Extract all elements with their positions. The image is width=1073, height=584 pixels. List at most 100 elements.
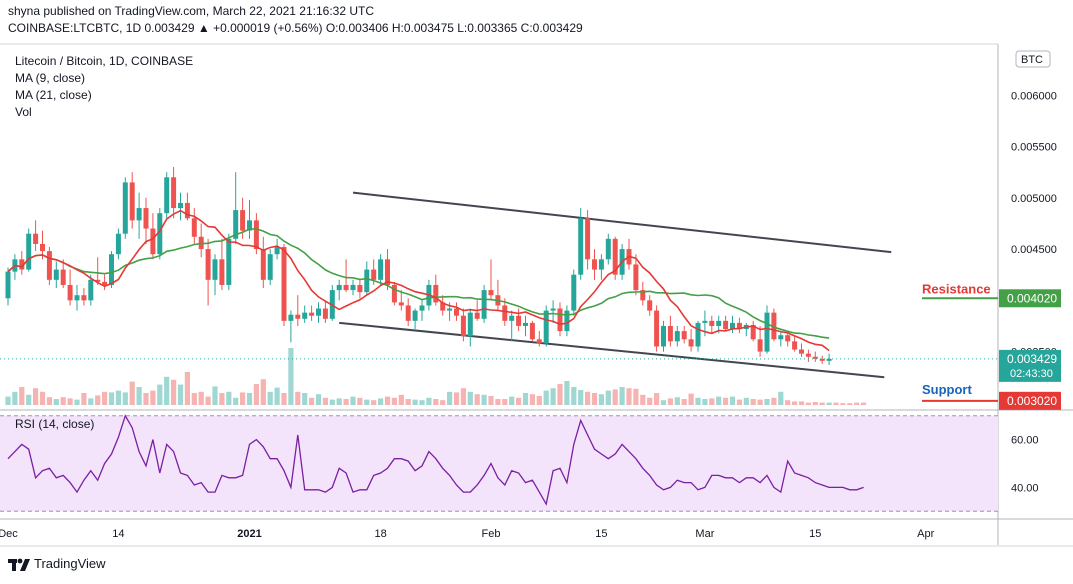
volume-bar [419, 400, 425, 405]
candle-body [412, 310, 418, 321]
current-price-label: 0.003429 [1007, 352, 1057, 366]
volume-bar [674, 397, 680, 405]
volume-bar [274, 387, 280, 405]
candle-body [122, 182, 128, 234]
candle-body [136, 208, 142, 221]
publisher-line: shyna published on TradingView.com, Marc… [8, 4, 374, 18]
candle-body [523, 322, 528, 326]
volume-bar [695, 397, 701, 405]
candle-body [46, 251, 52, 280]
candle-body [302, 312, 308, 319]
volume-bar [143, 393, 149, 405]
rsi-band [0, 415, 998, 512]
ma9-legend: MA (9, close) [15, 71, 86, 85]
volume-bar [95, 395, 101, 405]
volume-bar [205, 396, 211, 405]
candle-body [357, 284, 363, 293]
candle-body [5, 271, 11, 299]
candle-body [364, 269, 370, 293]
volume-bar [688, 393, 694, 405]
candle-body [667, 325, 673, 342]
candle-body [143, 208, 149, 229]
volume-bar [571, 387, 577, 405]
volume-bar [33, 388, 39, 405]
symbol-legend: Litecoin / Bitcoin, 1D, COINBASE [15, 54, 194, 68]
volume-bar [177, 384, 184, 405]
candle-body [26, 233, 32, 270]
candle-body [115, 233, 121, 255]
volume-bar [543, 390, 549, 405]
volume-bar [74, 399, 80, 405]
volume-bar [343, 399, 349, 405]
volume-bar [771, 397, 777, 405]
support-label: Support [922, 382, 972, 397]
candle-body [792, 341, 798, 350]
volume-bar [129, 381, 135, 405]
volume-bar [612, 389, 618, 405]
volume-bar [315, 394, 322, 405]
candle-body [281, 247, 287, 321]
candle-body [771, 312, 777, 340]
volume-bar [819, 402, 825, 405]
candle-body [109, 254, 114, 285]
candle-body [309, 312, 315, 316]
candle-body [267, 254, 273, 280]
volume-bar [171, 379, 177, 405]
volume-bar [184, 372, 190, 405]
tradingview-logo[interactable]: TradingView [8, 556, 106, 571]
price-axis-label: 0.005500 [1011, 142, 1057, 154]
candle-body [564, 310, 570, 332]
candle-body [253, 220, 259, 250]
volume-bar [736, 399, 742, 405]
volume-bar [460, 388, 466, 405]
volume-bar [564, 381, 570, 405]
volume-bar [764, 399, 770, 405]
volume-bar [302, 393, 308, 405]
volume-bar [12, 391, 18, 405]
volume-bar [60, 397, 66, 405]
candle-body [536, 339, 542, 344]
volume-bar [357, 397, 363, 405]
candle-body [405, 305, 411, 321]
candle-body [95, 279, 101, 282]
time-axis-label: Dec [0, 528, 18, 540]
volume-bar [329, 399, 335, 405]
volume-bar [660, 400, 667, 405]
volume-bar [805, 402, 811, 405]
tradingview-brand: TradingView [34, 556, 106, 571]
candle-body [74, 295, 80, 301]
volume-bar [26, 394, 32, 405]
volume-bar [384, 396, 391, 405]
support-price-label: 0.003020 [1007, 394, 1057, 408]
candle-body [454, 308, 459, 316]
volume-bar [336, 398, 342, 405]
time-axis-label: 2021 [237, 528, 261, 540]
volume-bar [626, 388, 632, 405]
volume-bar [585, 391, 591, 405]
current-price-badge [999, 349, 1061, 382]
candle-body [488, 290, 494, 296]
volume-bar [233, 397, 239, 405]
candle-body [247, 220, 252, 231]
candle-body [516, 315, 522, 326]
candle-body [322, 308, 328, 319]
quote-text: COINBASE:LTCBTC, 1D 0.003429 ▲ +0.000019… [8, 21, 583, 35]
candle-body [288, 314, 294, 321]
volume-bar [792, 401, 798, 405]
candle-body [371, 269, 377, 280]
candle-body [585, 218, 591, 260]
candle-body [53, 269, 59, 280]
volume-bar [108, 392, 115, 405]
volume-bar [847, 403, 853, 405]
candle-body [654, 310, 660, 347]
volume-bar [102, 391, 108, 405]
candle-body [164, 177, 170, 214]
time-axis-label: 14 [112, 528, 124, 540]
volume-bar [19, 387, 25, 405]
candle-body [81, 295, 87, 301]
resistance-label: Resistance [922, 281, 991, 296]
volume-bar [309, 397, 315, 405]
volume-bar [440, 400, 446, 405]
volume-bar [447, 391, 453, 405]
